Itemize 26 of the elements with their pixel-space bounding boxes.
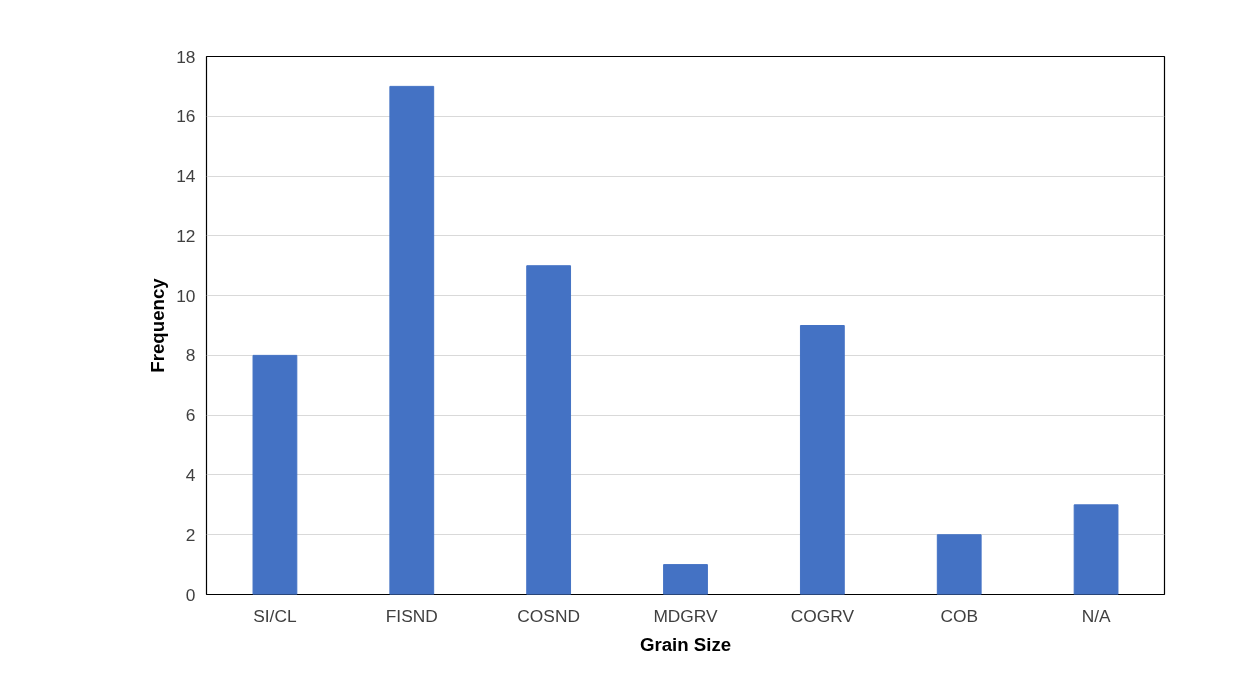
y-tick-label: 0 [185, 584, 196, 605]
bar [936, 534, 982, 595]
bar [799, 325, 845, 595]
bar [252, 354, 298, 595]
x-tick-label: MDGRV [653, 605, 719, 626]
y-tick-label: 10 [176, 285, 196, 306]
y-tick-label: 6 [185, 405, 196, 426]
x-tick-label: SI/CL [253, 605, 297, 626]
x-axis-title: Grain Size [639, 633, 732, 655]
y-tick-label: 2 [185, 524, 196, 545]
y-tick-label: 8 [185, 345, 196, 366]
bar [663, 564, 708, 595]
y-tick-label: 12 [176, 225, 196, 246]
y-tick-label: 18 [176, 46, 196, 67]
bar [526, 265, 572, 595]
y-axis-title: Frequency [147, 277, 169, 373]
bar [389, 85, 435, 595]
y-tick-label: 16 [176, 106, 196, 127]
y-tick-label: 4 [185, 464, 196, 485]
bar [1073, 504, 1119, 595]
x-tick-label: FISND [385, 605, 438, 626]
x-tick-label: N/A [1081, 605, 1111, 626]
y-tick-label: 14 [176, 166, 196, 187]
x-tick-label: COSND [517, 605, 580, 626]
x-tick-label: COB [940, 605, 978, 626]
x-tick-label: COGRV [790, 605, 855, 626]
